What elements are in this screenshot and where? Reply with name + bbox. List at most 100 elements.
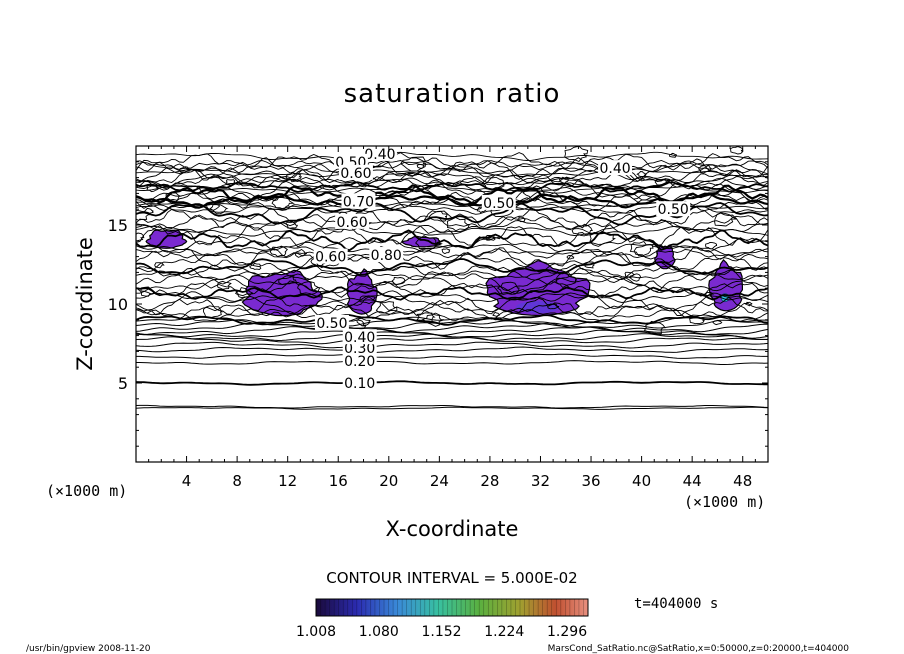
- contour-line: [136, 164, 768, 183]
- contour-label-layer: 0.100.200.300.400.500.400.500.600.700.60…: [313, 146, 691, 392]
- contour-loop: [225, 179, 237, 186]
- contour-line: [136, 302, 768, 320]
- x-unit-label: (×1000 m): [684, 493, 765, 511]
- contour-line: [136, 270, 768, 281]
- x-axis-ticks: 4 8 12 16 20 24 28 32 36 40 44 48: [148, 146, 756, 490]
- contour-line: [136, 168, 768, 178]
- contour-line: [136, 341, 768, 349]
- colorbar-tick-label: 1.152: [421, 624, 461, 640]
- contour-line: [136, 225, 768, 237]
- contour-line: [136, 267, 768, 292]
- contour-line: [136, 274, 768, 294]
- footer-right: MarsCond_SatRatio.nc@SatRatio,x=0:50000,…: [548, 644, 850, 654]
- footer-left: /usr/bin/gpview 2008-11-20: [26, 644, 151, 654]
- contour-loop: [492, 312, 501, 317]
- contour-loop: [633, 243, 661, 260]
- contour-label: 0.70: [343, 194, 374, 210]
- contour-line: [136, 336, 768, 345]
- contour-line: [136, 309, 768, 322]
- contour-loop: [428, 210, 448, 222]
- colorbar-frame: [315, 598, 589, 617]
- contour-label: 0.60: [315, 250, 346, 266]
- contour-loop: [203, 305, 223, 319]
- y-axis-label: Z-coordinate: [73, 237, 97, 371]
- contour-line: [136, 246, 768, 270]
- contour-loop: [179, 166, 190, 173]
- contour-label-bg: [341, 193, 376, 209]
- x-tick-label: 32: [531, 472, 550, 490]
- contour-loop: [136, 209, 150, 221]
- contour-loop: [730, 146, 744, 155]
- contour-loop: [165, 191, 182, 201]
- colorbar-fill: [316, 599, 588, 616]
- contour-label: 0.40: [599, 161, 630, 177]
- contour-loop: [359, 295, 377, 305]
- contour-loop: [285, 171, 303, 183]
- contour-label: 0.20: [344, 354, 375, 370]
- contour-label: 0.50: [658, 202, 689, 218]
- contour-loop: [415, 235, 440, 250]
- contour-line: [136, 329, 768, 339]
- contour-loop: [278, 274, 298, 285]
- colorbar-tick-label: 1.224: [484, 624, 524, 640]
- contour-loop: [517, 216, 526, 223]
- contour-label: 0.40: [344, 330, 375, 346]
- contour-label-bg: [335, 213, 370, 229]
- contour-loop: [697, 164, 714, 174]
- contour-label-bg: [598, 160, 633, 176]
- contour-line: [136, 160, 768, 175]
- contour-label: 0.60: [337, 215, 368, 231]
- x-axis-label: X-coordinate: [386, 517, 519, 541]
- contour-line: [136, 315, 768, 327]
- contour-loop: [629, 273, 643, 282]
- contour-line: [136, 286, 768, 301]
- contour-label-bg: [481, 194, 516, 210]
- y-axis-ticks: 5 10 15: [108, 161, 768, 447]
- contour-loop: [234, 287, 254, 299]
- x-tick-label: 4: [182, 472, 192, 490]
- contour-line: [136, 179, 768, 204]
- contour-loop: [744, 301, 753, 307]
- contour-loop: [636, 171, 647, 177]
- contour-loop: [589, 232, 616, 247]
- contour-loop: [564, 146, 589, 163]
- contour-loop: [496, 281, 520, 295]
- contour-loop: [375, 301, 398, 314]
- x-tick-label: 8: [232, 472, 242, 490]
- contour-label-bg: [342, 375, 377, 390]
- contour-loop: [140, 286, 156, 297]
- contour-line: [136, 326, 768, 336]
- contour-line: [136, 224, 768, 248]
- colorbar-tick-labels: 1.008 1.080 1.152 1.224 1.296: [296, 624, 587, 640]
- colorbar-tick-label: 1.296: [547, 624, 587, 640]
- contour-line: [136, 229, 768, 252]
- contour-line: [136, 380, 768, 386]
- x-tick-label: 24: [430, 472, 449, 490]
- contour-loop: [654, 178, 668, 186]
- contour-loop: [441, 248, 451, 255]
- colorbar-tick-label: 1.080: [359, 624, 399, 640]
- contour-line: [136, 184, 768, 206]
- contour-line: [136, 360, 768, 365]
- contour-line: [136, 169, 768, 188]
- contour-label-bg: [338, 164, 373, 180]
- x-tick-label: 16: [329, 472, 348, 490]
- contour-loop: [558, 176, 570, 185]
- contour-loop: [294, 248, 308, 258]
- y-unit-label: (×1000 m): [46, 482, 127, 500]
- y-tick-label: 10: [108, 295, 128, 314]
- shaded-region-layer: [145, 229, 743, 317]
- contour-line: [136, 346, 768, 353]
- contour-loop: [206, 201, 221, 211]
- contour-line: [136, 258, 768, 276]
- contour-label-bg: [369, 247, 404, 263]
- contour-label: 0.50: [316, 316, 347, 332]
- contour-loop: [571, 223, 593, 237]
- contour-line: [136, 184, 768, 194]
- contour-loop: [714, 212, 737, 227]
- contour-loop: [643, 320, 667, 334]
- contour-loop: [669, 152, 678, 158]
- contour-label-bg: [314, 314, 349, 330]
- contour-loop: [297, 281, 321, 296]
